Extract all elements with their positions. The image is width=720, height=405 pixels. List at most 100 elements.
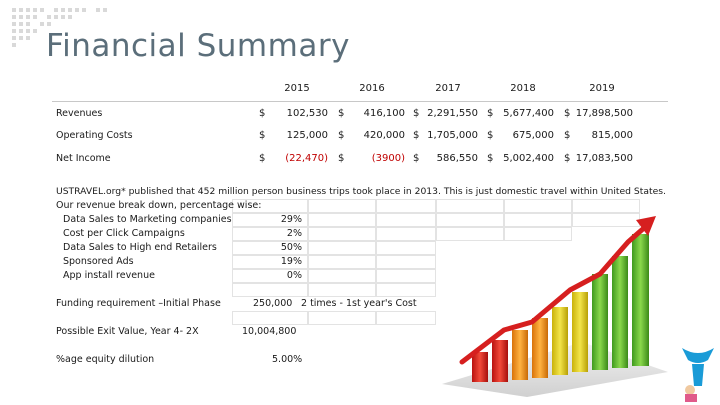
chart-bar-green (612, 256, 628, 368)
arrow-head-icon (636, 216, 656, 236)
exit-value: 10,004,800 (242, 326, 297, 337)
cell-value: 5,002,400 (503, 153, 554, 164)
currency-symbol: $ (564, 153, 571, 164)
breakdown-pct: 19% (280, 256, 302, 267)
chart-bar-red (472, 352, 488, 382)
cell-value-negative: (22,470) (285, 153, 328, 164)
grid-cell (232, 311, 308, 325)
breakdown-label: App install revenue (63, 270, 155, 281)
grid-cell (504, 213, 572, 227)
grid-cell (436, 213, 504, 227)
grid-cell (232, 255, 308, 269)
grid-cell (232, 199, 308, 213)
currency-symbol: $ (338, 153, 345, 164)
growth-chart-illustration (442, 216, 668, 397)
grid-cell (376, 241, 436, 255)
currency-symbol: $ (487, 130, 494, 141)
chart-bar-green (632, 234, 649, 366)
currency-symbol: $ (259, 108, 266, 119)
grid-cell (376, 213, 436, 227)
funding-label: Funding requirement –Initial Phase (56, 298, 221, 309)
grid-cell (376, 255, 436, 269)
row-label-net-income: Net Income (56, 153, 111, 164)
chart-bar-green (592, 274, 608, 370)
cell-value: 17,083,500 (575, 153, 633, 164)
breakdown-label: Data Sales to Marketing companies (63, 214, 232, 225)
cell-value: 2,291,550 (427, 108, 478, 119)
exit-value-label: Possible Exit Value, Year 4- 2X (56, 326, 199, 337)
note-text: USTRAVEL.org* published that 452 million… (56, 186, 666, 197)
grid-cell (308, 269, 376, 283)
cell-value: 586,550 (436, 153, 478, 164)
breakdown-label: Cost per Click Campaigns (63, 228, 185, 239)
breakdown-label: Sponsored Ads (63, 256, 134, 267)
grid-cell (376, 269, 436, 283)
currency-symbol: $ (259, 130, 266, 141)
grid-cell (308, 255, 376, 269)
grid-cell (436, 227, 504, 241)
grid-cell (376, 227, 436, 241)
grid-cell (376, 283, 436, 297)
grid-cell (232, 283, 308, 297)
grid-cell (504, 199, 572, 213)
currency-symbol: $ (338, 130, 345, 141)
cell-value: 675,000 (512, 130, 554, 141)
year-header-2017: 2017 (435, 83, 461, 94)
grid-cell (308, 227, 376, 241)
currency-symbol: $ (413, 153, 420, 164)
currency-symbol: $ (413, 108, 420, 119)
grid-cell (376, 199, 436, 213)
grid-cell (504, 227, 572, 241)
grid-cell (232, 241, 308, 255)
currency-symbol: $ (487, 108, 494, 119)
chart-bar-yellow (552, 307, 568, 375)
cell-value: 1,705,000 (427, 130, 478, 141)
grid-cell (376, 311, 436, 325)
equity-dilution-value: 5.00% (272, 354, 303, 365)
year-header-2015: 2015 (284, 83, 310, 94)
cell-value: 815,000 (591, 130, 633, 141)
grid-cell (308, 311, 376, 325)
year-header-2018: 2018 (510, 83, 536, 94)
grid-cell (308, 199, 376, 213)
grid-cell (436, 199, 504, 213)
currency-symbol: $ (338, 108, 345, 119)
growth-arrow-line (459, 225, 647, 365)
grid-cell (572, 199, 640, 213)
cell-value: 17,898,500 (575, 108, 633, 119)
cell-value: 102,530 (286, 108, 328, 119)
chart-bar-yellow (572, 292, 588, 372)
breakdown-pct: 0% (286, 270, 302, 281)
cell-value: 416,100 (363, 108, 405, 119)
row-label-revenues: Revenues (56, 108, 103, 119)
brand-logo-icon (682, 348, 714, 402)
currency-symbol: $ (564, 130, 571, 141)
equity-dilution-label: %age equity dilution (56, 354, 155, 365)
cell-value: 420,000 (363, 130, 405, 141)
table-divider (52, 101, 668, 102)
cell-value-negative: (3900) (371, 153, 405, 164)
currency-symbol: $ (413, 130, 420, 141)
grid-cell (308, 283, 376, 297)
currency-symbol: $ (564, 108, 571, 119)
breakdown-label: Data Sales to High end Retailers (63, 242, 217, 253)
page-title: Financial Summary (46, 28, 350, 64)
grid-cell (232, 227, 308, 241)
breakdown-pct: 29% (280, 214, 302, 225)
grid-cell (232, 269, 308, 283)
currency-symbol: $ (487, 153, 494, 164)
year-header-2019: 2019 (589, 83, 615, 94)
funding-value: 250,000 (253, 298, 293, 309)
breakdown-pct: 2% (286, 228, 302, 239)
grid-cell (232, 213, 308, 227)
chart-bar-orange (532, 318, 548, 378)
currency-symbol: $ (259, 153, 266, 164)
chart-bar-orange (512, 330, 528, 380)
year-header-2016: 2016 (359, 83, 385, 94)
chart-bar-red (492, 340, 508, 382)
funding-note: 2 times - 1st year's Cost (301, 298, 417, 309)
breakdown-pct: 50% (280, 242, 302, 253)
cell-value: 5,677,400 (503, 108, 554, 119)
breakdown-heading: Our revenue break down, percentage wise: (56, 200, 262, 211)
cell-value: 125,000 (286, 130, 328, 141)
